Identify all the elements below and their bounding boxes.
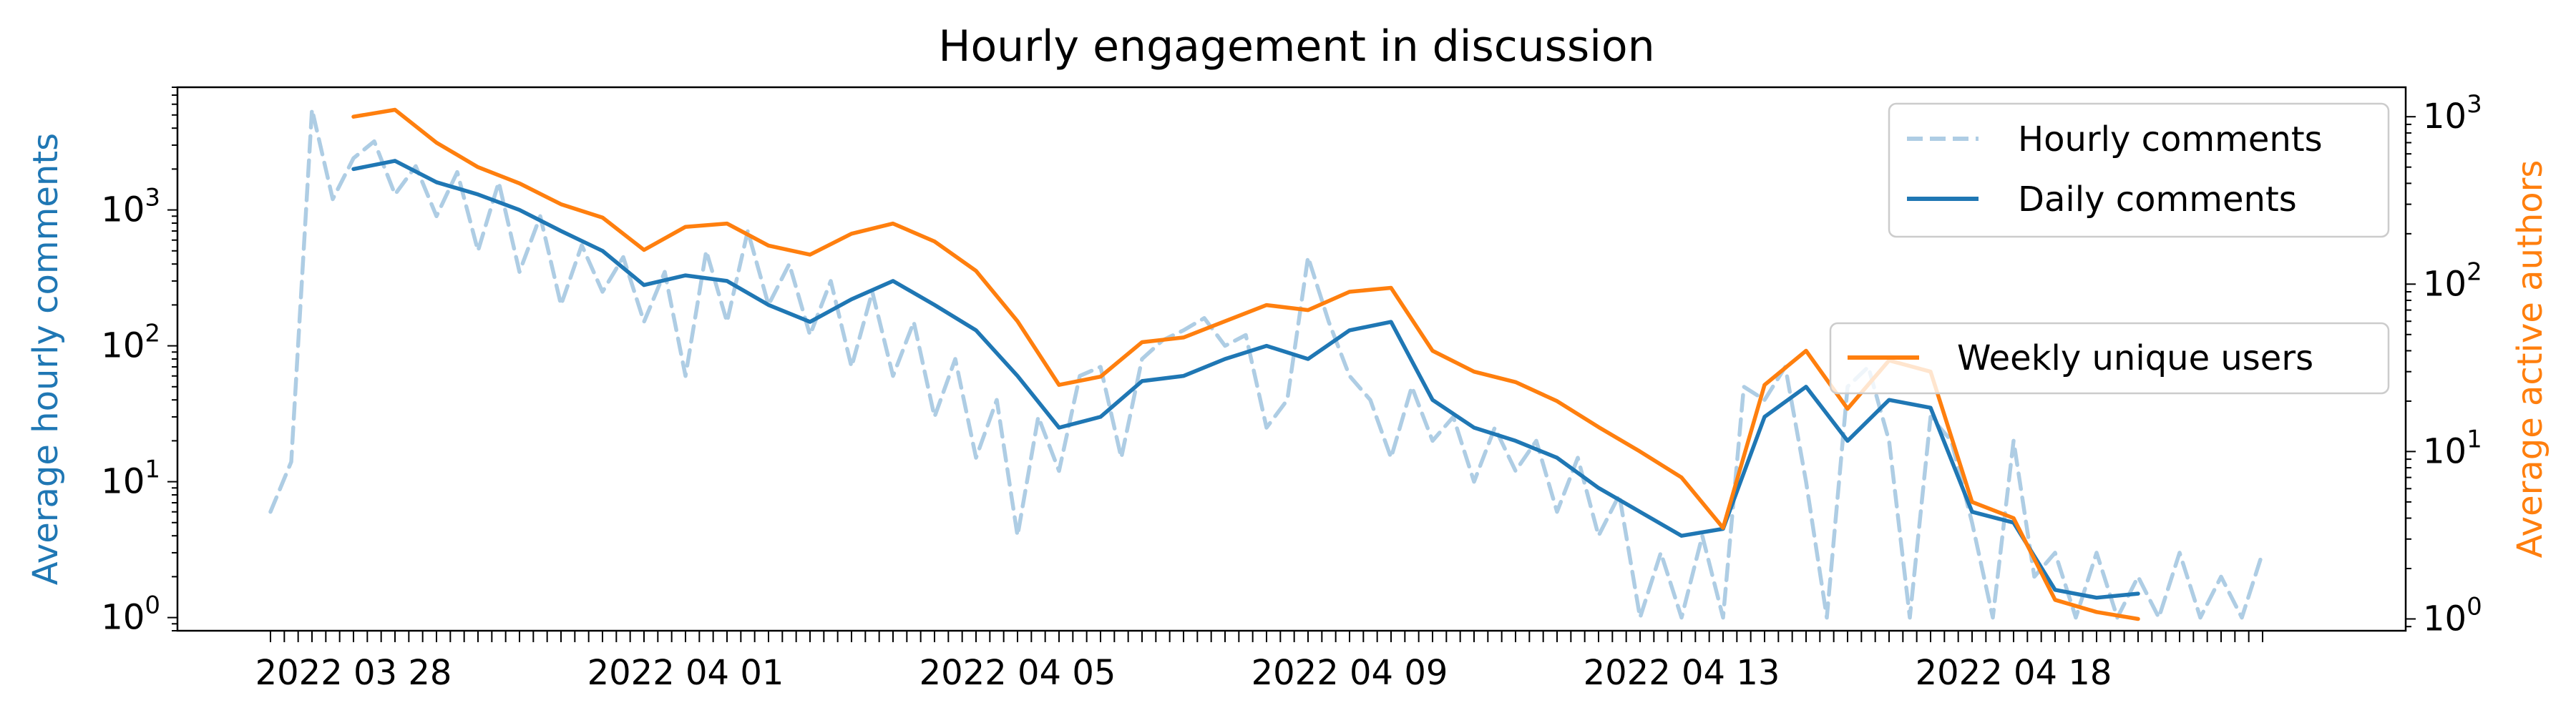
y-tick-label: 103 [2423, 90, 2482, 137]
series-weekly-unique-users [351, 107, 2140, 621]
x-tick-label: 2022 04 13 [1584, 653, 1780, 693]
legend-center-right: Weekly unique users [1829, 322, 2390, 395]
x-tick-label: 2022 04 05 [919, 653, 1116, 693]
x-tick-label: 2022 04 18 [1916, 653, 2112, 693]
legend-box [1888, 102, 2390, 238]
y-axis-left: 100 101 102 103 [101, 87, 177, 638]
y-tick-label: 101 [2423, 425, 2482, 471]
y-tick-label: 102 [101, 320, 160, 366]
legend-box [1829, 322, 2390, 395]
y-tick-label: 101 [101, 456, 160, 502]
series-line [351, 159, 2140, 600]
y-tick-label: 100 [2423, 592, 2482, 639]
y-tick-label: 102 [2423, 257, 2482, 304]
legend-upper-right: Hourly comments Daily comments [1888, 102, 2390, 238]
y-axis-left-title: Average hourly comments [26, 133, 66, 585]
y-tick-label: 103 [101, 184, 160, 230]
x-axis: 2022 03 28 2022 04 01 2022 04 05 2022 04 09… [255, 631, 2263, 693]
series-daily-comments [351, 159, 2140, 600]
y-axis-right: 100 101 102 103 [2406, 90, 2482, 639]
series-hourly-comments [268, 107, 2265, 620]
legend-label-daily-comments: Daily comments [2018, 179, 2297, 220]
chart-title: Hourly engagement in discussion [938, 21, 1654, 72]
y-axis-right-title: Average active authors [2510, 160, 2550, 559]
legend-label-hourly-comments: Hourly comments [2018, 119, 2323, 159]
series-line [351, 107, 2140, 621]
series-line [268, 107, 2265, 620]
x-tick-label: 2022 04 09 [1252, 653, 1448, 693]
x-tick-label: 2022 03 28 [255, 653, 452, 693]
x-tick-label: 2022 04 01 [587, 653, 784, 693]
y-tick-label: 100 [101, 591, 160, 638]
legend-label-weekly-unique-users: Weekly unique users [1957, 338, 2313, 378]
